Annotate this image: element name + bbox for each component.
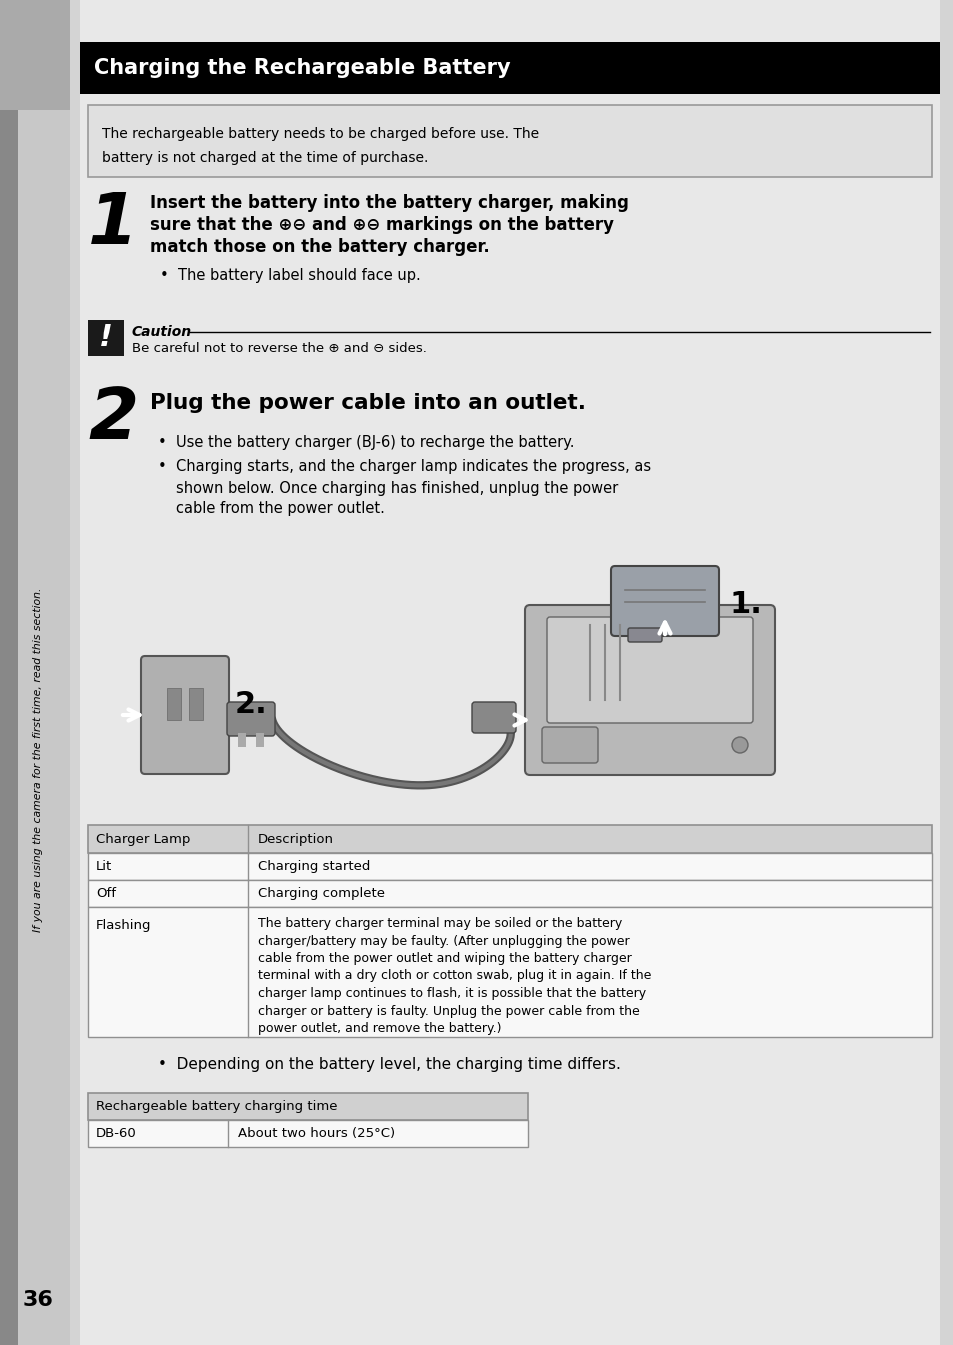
Bar — [88, 105, 931, 178]
Text: Caution: Caution — [132, 325, 192, 339]
Circle shape — [731, 737, 747, 753]
Text: sure that the ⊕⊖ and ⊕⊖ markings on the battery: sure that the ⊕⊖ and ⊕⊖ markings on the … — [150, 217, 614, 234]
Text: match those on the battery charger.: match those on the battery charger. — [150, 238, 489, 256]
Text: DB-60: DB-60 — [96, 1127, 136, 1141]
FancyBboxPatch shape — [524, 605, 774, 775]
Text: About two hours (25°C): About two hours (25°C) — [237, 1127, 395, 1141]
Bar — [0, 0, 18, 1345]
Bar — [88, 824, 931, 853]
Bar — [18, 0, 70, 1345]
Text: Insert the battery into the battery charger, making: Insert the battery into the battery char… — [150, 194, 628, 213]
Text: Rechargeable battery charging time: Rechargeable battery charging time — [96, 1100, 337, 1114]
Text: charger or battery is faulty. Unplug the power cable from the: charger or battery is faulty. Unplug the… — [257, 1005, 639, 1018]
FancyBboxPatch shape — [227, 702, 274, 736]
Text: 1.: 1. — [729, 590, 762, 619]
Text: shown below. Once charging has finished, unplug the power: shown below. Once charging has finished,… — [175, 482, 618, 496]
Text: Charging the Rechargeable Battery: Charging the Rechargeable Battery — [94, 58, 510, 78]
Text: !: ! — [99, 324, 112, 352]
Text: The rechargeable battery needs to be charged before use. The: The rechargeable battery needs to be cha… — [102, 126, 538, 141]
FancyBboxPatch shape — [610, 566, 719, 636]
Text: Off: Off — [96, 886, 116, 900]
Bar — [167, 689, 181, 720]
Text: 2.: 2. — [234, 690, 268, 720]
Text: Flashing: Flashing — [96, 919, 152, 932]
Text: charger/battery may be faulty. (After unplugging the power: charger/battery may be faulty. (After un… — [257, 935, 629, 947]
Text: charger lamp continues to flash, it is possible that the battery: charger lamp continues to flash, it is p… — [257, 987, 645, 999]
Text: •  Depending on the battery level, the charging time differs.: • Depending on the battery level, the ch… — [158, 1057, 620, 1072]
Text: Description: Description — [257, 833, 334, 846]
Bar — [88, 907, 931, 1037]
FancyBboxPatch shape — [541, 728, 598, 763]
Text: terminal with a dry cloth or cotton swab, plug it in again. If the: terminal with a dry cloth or cotton swab… — [257, 970, 651, 982]
Bar — [0, 0, 70, 110]
Text: If you are using the camera for the first time, read this section.: If you are using the camera for the firs… — [33, 588, 43, 932]
Text: Charger Lamp: Charger Lamp — [96, 833, 191, 846]
Text: cable from the power outlet.: cable from the power outlet. — [175, 500, 384, 516]
FancyBboxPatch shape — [546, 617, 752, 724]
Text: The battery charger terminal may be soiled or the battery: The battery charger terminal may be soil… — [257, 917, 621, 929]
Bar — [88, 1120, 527, 1147]
Text: •  The battery label should face up.: • The battery label should face up. — [160, 268, 420, 282]
Text: 1: 1 — [88, 190, 138, 260]
Bar — [255, 733, 264, 746]
Text: Charging started: Charging started — [257, 859, 370, 873]
Text: 2: 2 — [88, 385, 138, 455]
FancyBboxPatch shape — [141, 656, 229, 773]
Bar — [237, 733, 246, 746]
Text: Lit: Lit — [96, 859, 112, 873]
Bar — [88, 1093, 527, 1120]
Text: Charging complete: Charging complete — [257, 886, 385, 900]
Text: •  Charging starts, and the charger lamp indicates the progress, as: • Charging starts, and the charger lamp … — [158, 459, 651, 473]
FancyBboxPatch shape — [472, 702, 516, 733]
Bar — [88, 320, 124, 356]
FancyBboxPatch shape — [627, 628, 661, 642]
Text: power outlet, and remove the battery.): power outlet, and remove the battery.) — [257, 1022, 501, 1036]
Text: Be careful not to reverse the ⊕ and ⊖ sides.: Be careful not to reverse the ⊕ and ⊖ si… — [132, 342, 426, 355]
Text: battery is not charged at the time of purchase.: battery is not charged at the time of pu… — [102, 151, 428, 165]
Text: Plug the power cable into an outlet.: Plug the power cable into an outlet. — [150, 393, 585, 413]
Bar — [80, 42, 939, 94]
Text: cable from the power outlet and wiping the battery charger: cable from the power outlet and wiping t… — [257, 952, 631, 964]
Bar — [88, 853, 931, 880]
Text: 36: 36 — [23, 1290, 53, 1310]
Bar — [189, 689, 203, 720]
Text: •  Use the battery charger (BJ-6) to recharge the battery.: • Use the battery charger (BJ-6) to rech… — [158, 434, 574, 451]
Bar — [88, 880, 931, 907]
